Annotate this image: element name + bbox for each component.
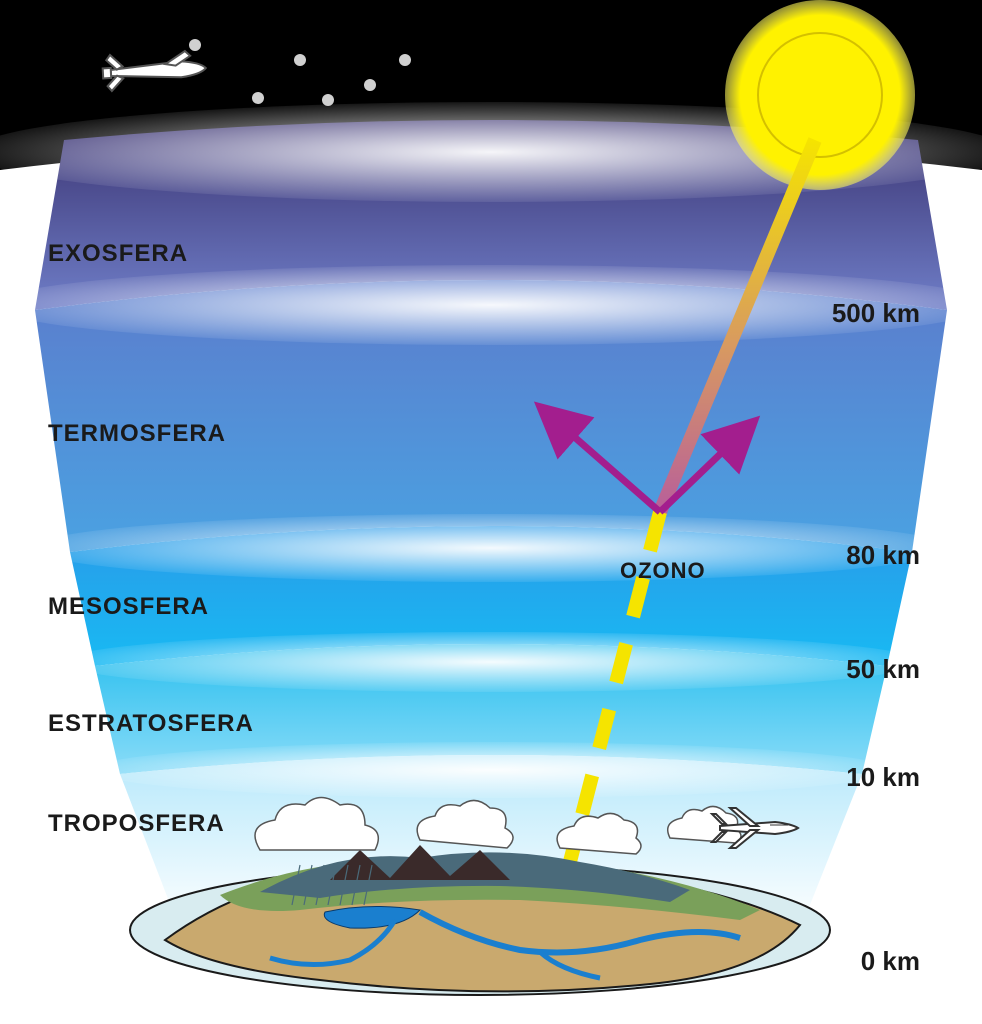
boundary-50km bbox=[61, 632, 921, 692]
altitude-10km: 10 km bbox=[846, 762, 920, 793]
altitude-0km: 0 km bbox=[861, 946, 920, 977]
altitude-500km: 500 km bbox=[832, 298, 920, 329]
label-ozono: OZONO bbox=[620, 558, 706, 584]
sun-icon bbox=[758, 33, 882, 157]
label-mesosfera: MESOSFERA bbox=[48, 593, 209, 621]
label-troposfera: TROPOSFERA bbox=[48, 810, 225, 838]
boundary-80km bbox=[31, 514, 951, 582]
altitude-50km: 50 km bbox=[846, 654, 920, 685]
altitude-80km: 80 km bbox=[846, 540, 920, 571]
atmosphere-diagram: EXOSFERA TERMOSFERA MESOSFERA ESTRATOSFE… bbox=[0, 0, 982, 1024]
label-exosfera: EXOSFERA bbox=[48, 240, 188, 268]
boundary-10km bbox=[91, 742, 891, 798]
label-estratosfera: ESTRATOSFERA bbox=[48, 710, 254, 738]
label-termosfera: TERMOSFERA bbox=[48, 420, 226, 448]
diagram-svg bbox=[0, 0, 982, 1024]
